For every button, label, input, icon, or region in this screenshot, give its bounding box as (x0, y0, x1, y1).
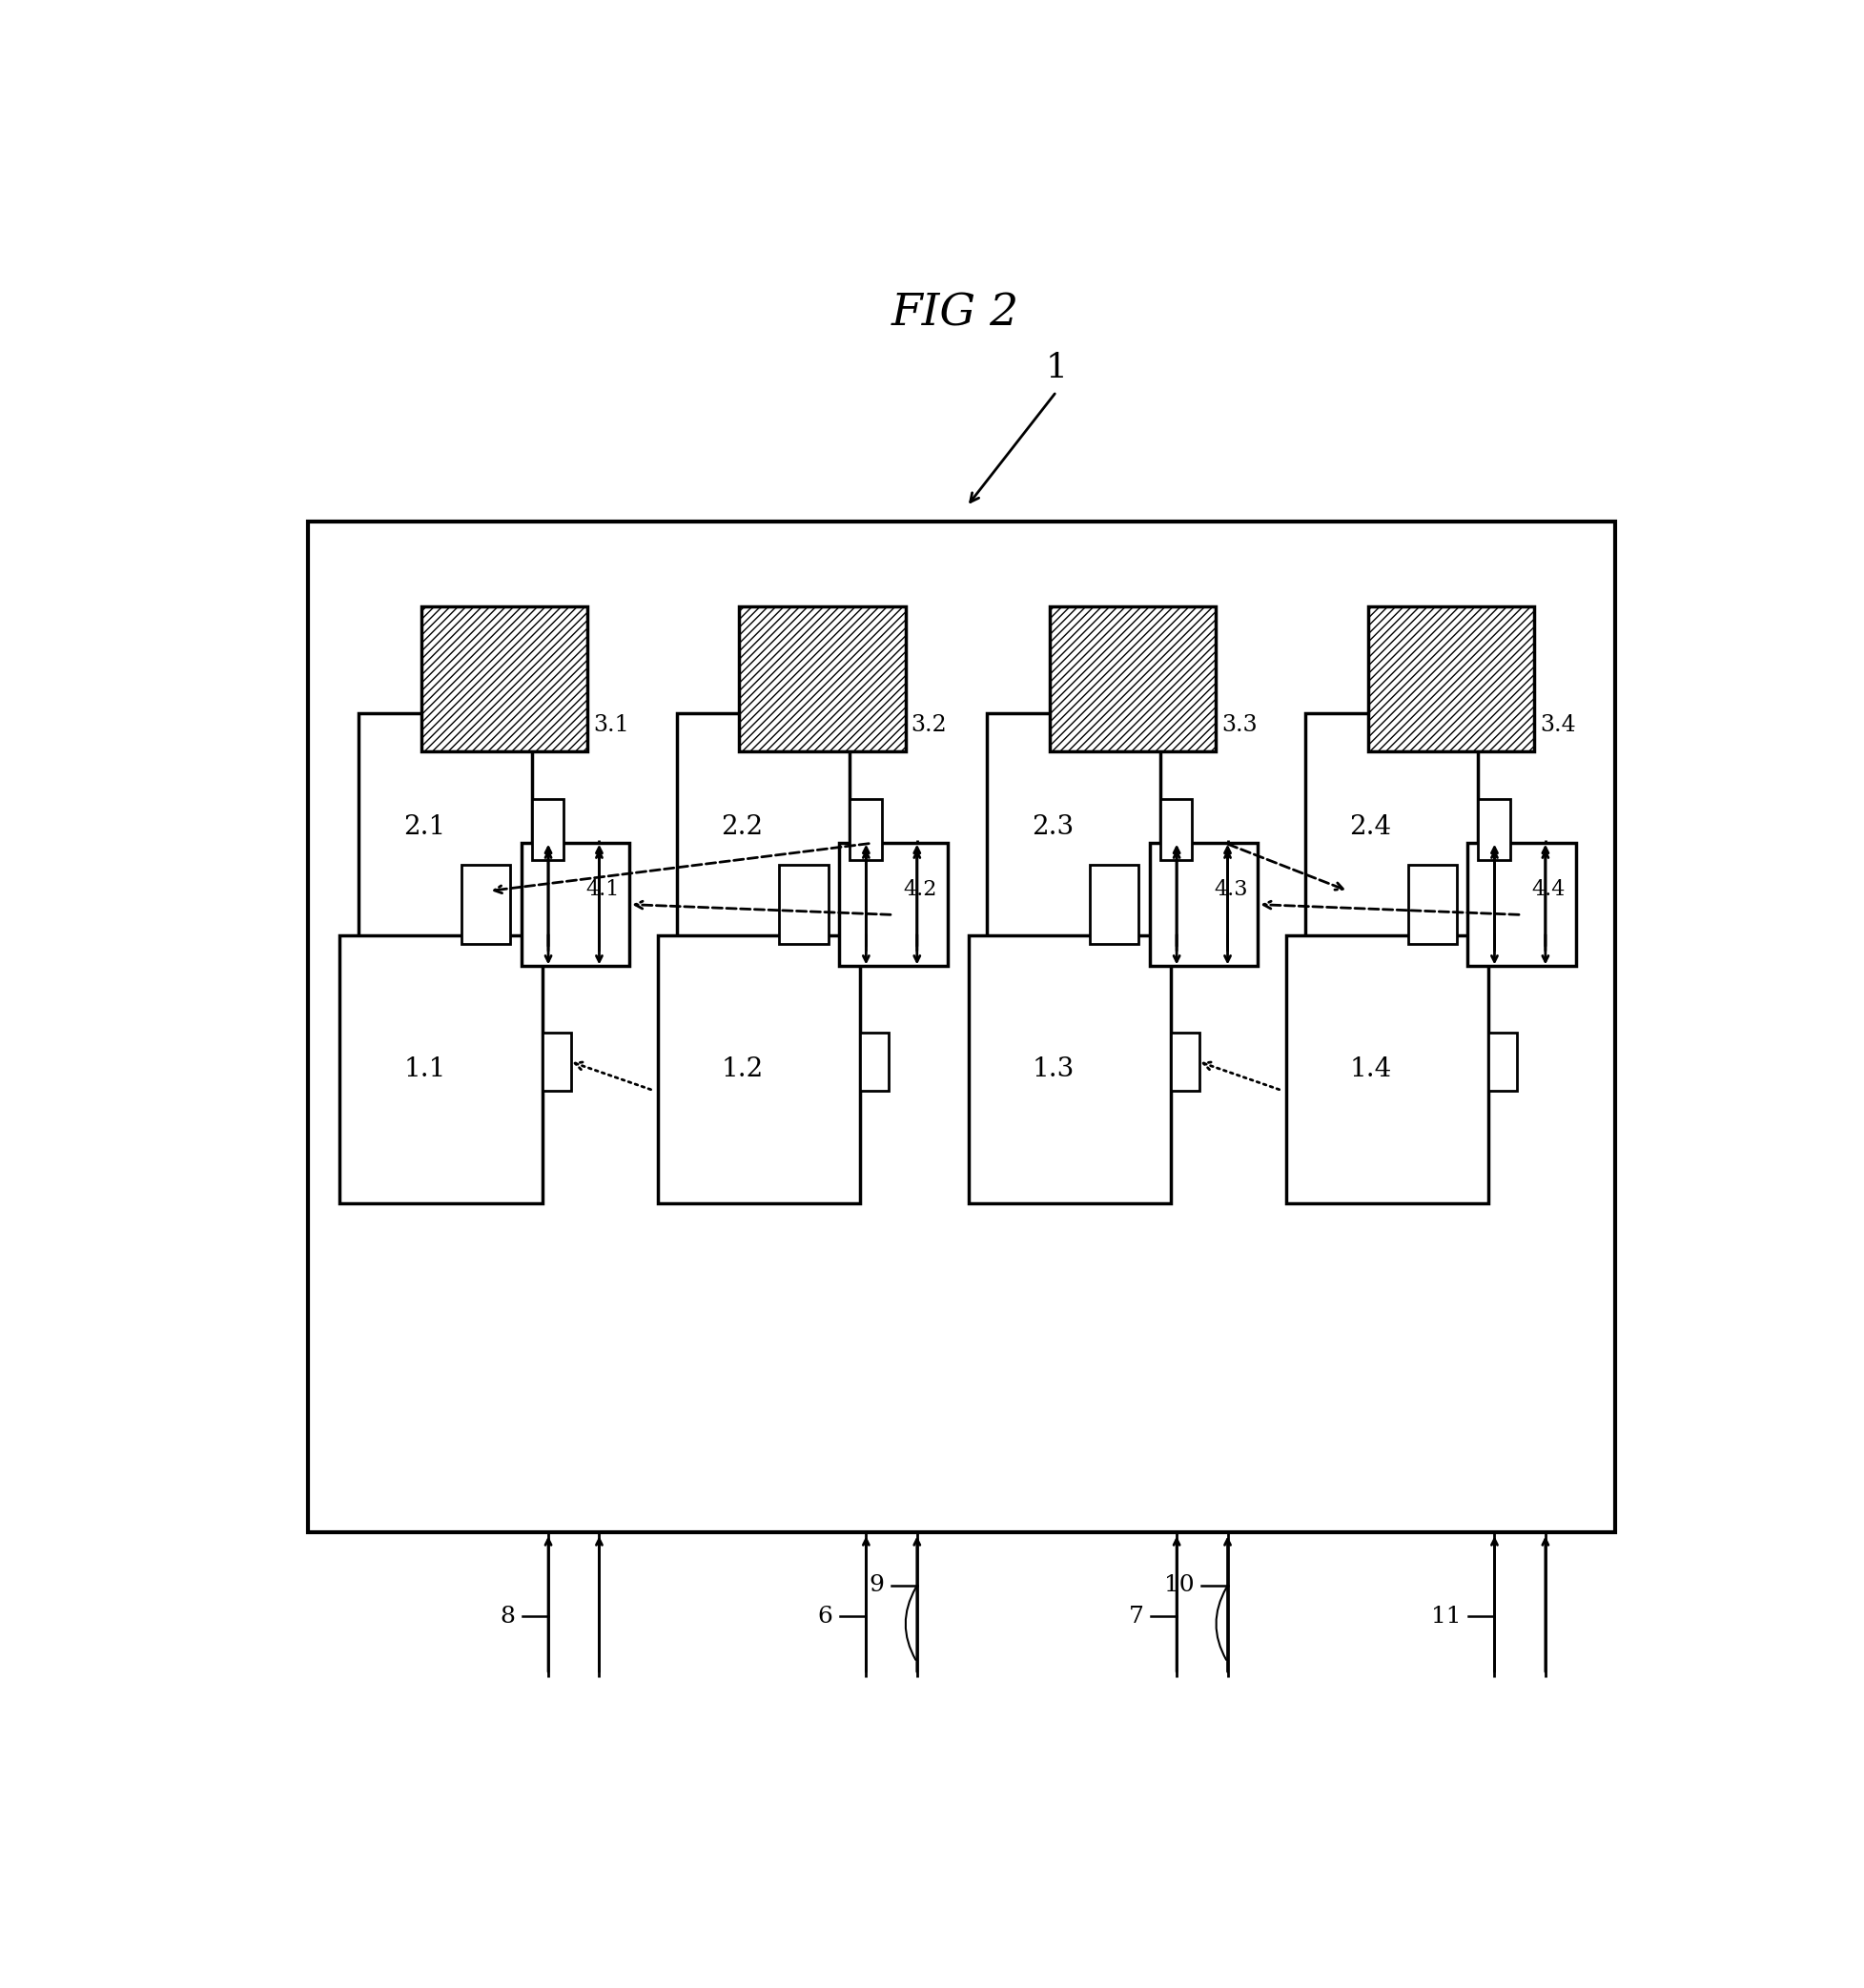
Text: 3.3: 3.3 (1221, 714, 1258, 736)
Bar (839, 843, 947, 966)
Text: 3.4: 3.4 (1540, 714, 1575, 736)
Bar (308, 521, 1616, 1533)
Bar (658, 934, 859, 1203)
Bar (1090, 865, 1139, 944)
Bar (1171, 1032, 1199, 1091)
Text: 6: 6 (818, 1604, 833, 1628)
Text: FIG 2: FIG 2 (891, 292, 1020, 336)
Text: 2.1: 2.1 (403, 815, 445, 839)
Text: 1: 1 (1046, 352, 1068, 384)
Text: 9: 9 (869, 1574, 884, 1596)
Text: 2.4: 2.4 (1350, 815, 1392, 839)
Bar (850, 799, 882, 861)
Text: 1.2: 1.2 (721, 1056, 764, 1081)
Bar (462, 865, 511, 944)
Text: 3.2: 3.2 (911, 714, 947, 736)
Bar (1407, 865, 1456, 944)
Bar (421, 606, 587, 751)
Bar (967, 934, 1171, 1203)
Text: 1.4: 1.4 (1350, 1056, 1392, 1081)
Text: 4.4: 4.4 (1532, 879, 1566, 901)
Text: 1.1: 1.1 (404, 1056, 445, 1081)
Text: 8: 8 (500, 1604, 514, 1628)
Text: 4.1: 4.1 (585, 879, 619, 901)
Bar (859, 1032, 889, 1091)
Bar (1487, 1032, 1517, 1091)
Text: 3.1: 3.1 (593, 714, 630, 736)
Text: 1.3: 1.3 (1033, 1056, 1074, 1081)
Bar (339, 934, 542, 1203)
Bar (677, 714, 850, 950)
Bar (988, 714, 1161, 950)
Bar (1161, 799, 1193, 861)
Bar (358, 714, 531, 950)
Text: 4.2: 4.2 (904, 879, 938, 901)
Bar (779, 865, 828, 944)
Bar (542, 1032, 570, 1091)
Text: 4.3: 4.3 (1213, 879, 1247, 901)
Text: 2.3: 2.3 (1033, 815, 1074, 839)
Bar (1049, 606, 1215, 751)
Text: 11: 11 (1432, 1604, 1461, 1628)
Bar (522, 843, 630, 966)
Text: 2.2: 2.2 (721, 815, 764, 839)
Text: 7: 7 (1128, 1604, 1143, 1628)
Text: 10: 10 (1165, 1574, 1195, 1596)
Bar (1286, 934, 1487, 1203)
Bar (531, 799, 563, 861)
Bar (1368, 606, 1534, 751)
Bar (1478, 799, 1510, 861)
Bar (1150, 843, 1258, 966)
Bar (1305, 714, 1478, 950)
Bar (1467, 843, 1575, 966)
Bar (740, 606, 906, 751)
